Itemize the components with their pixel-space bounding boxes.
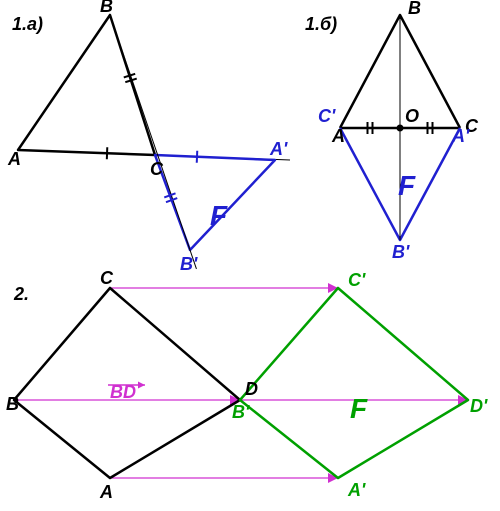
svg-text:B': B': [180, 254, 198, 274]
svg-text:B': B': [392, 242, 410, 262]
svg-text:F: F: [398, 170, 416, 201]
svg-text:D: D: [245, 379, 258, 399]
svg-text:B': B': [232, 402, 250, 422]
svg-text:C': C': [348, 270, 366, 290]
svg-text:O: O: [405, 106, 419, 126]
svg-text:C': C': [318, 106, 336, 126]
svg-text:A': A': [451, 126, 470, 146]
svg-text:A: A: [7, 149, 21, 169]
svg-text:B: B: [100, 0, 113, 16]
svg-text:A: A: [99, 482, 113, 502]
svg-text:D': D': [470, 396, 488, 416]
svg-text:A': A': [269, 139, 288, 159]
diagram-canvas: 1.а)ABCA'B'F1.б)BCB'C'AA'OF2.BDCBADC'B'A…: [0, 0, 500, 511]
svg-text:F: F: [210, 200, 228, 231]
svg-text:C: C: [150, 159, 164, 179]
svg-text:F: F: [350, 393, 368, 424]
svg-text:B: B: [6, 394, 19, 414]
svg-text:A': A': [347, 480, 366, 500]
svg-text:B: B: [408, 0, 421, 18]
svg-text:1.а): 1.а): [12, 14, 43, 34]
svg-text:C: C: [100, 268, 114, 288]
svg-text:2.: 2.: [13, 284, 29, 304]
svg-text:1.б): 1.б): [305, 14, 337, 34]
svg-text:A: A: [331, 126, 345, 146]
